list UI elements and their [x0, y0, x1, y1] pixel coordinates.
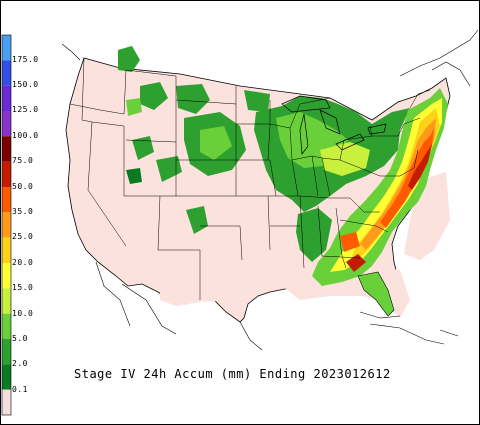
- boundary-line: [299, 195, 350, 199]
- legend-color-bin: [2, 60, 11, 86]
- lake-michigan: [299, 113, 309, 155]
- coastline: [399, 29, 479, 77]
- radar-coverage-atlantic: [404, 172, 450, 260]
- legend-color-bin: [2, 85, 11, 111]
- legend-label: 75.0: [12, 156, 34, 165]
- coastline: [439, 329, 459, 337]
- precip-area: [296, 208, 332, 262]
- precip-area: [186, 206, 208, 234]
- legend-color-bin: [2, 364, 11, 390]
- boundary-line: [125, 69, 177, 142]
- boundary-line: [317, 205, 323, 257]
- precip-area: [118, 46, 140, 72]
- boundary-line: [87, 121, 127, 247]
- boundary-line: [123, 69, 127, 115]
- boundary-line: [409, 89, 431, 109]
- legend-color-bin: [2, 35, 11, 61]
- legend-color-bin: [2, 136, 11, 162]
- precip-shading: [118, 46, 448, 286]
- precip-area: [408, 144, 432, 190]
- lake-erie: [335, 133, 365, 151]
- legend-label: 25.0: [12, 232, 34, 241]
- legend-color-bin: [2, 288, 11, 314]
- boundary-line: [269, 123, 299, 197]
- coastline: [359, 311, 401, 319]
- precip-area: [330, 98, 442, 272]
- boundary-line: [359, 167, 400, 177]
- legend-color-bin: [2, 339, 11, 365]
- map-caption: Stage IV 24h Accum (mm) Ending 202301261…: [74, 367, 391, 381]
- legend-color-bin: [2, 161, 11, 187]
- boundary-line: [175, 99, 237, 105]
- great-lakes: [281, 95, 387, 155]
- boundary-line: [349, 197, 380, 213]
- lake-ontario: [367, 123, 387, 135]
- precip-area: [340, 232, 360, 252]
- florida-peninsula: [357, 271, 395, 317]
- coastline: [369, 323, 445, 345]
- precip-area: [380, 128, 434, 228]
- lake-superior: [281, 95, 331, 113]
- lake-huron: [319, 109, 341, 135]
- coastline: [61, 43, 81, 61]
- coastline: [121, 283, 177, 335]
- boundary-line: [125, 139, 177, 143]
- boundary-line: [240, 159, 277, 197]
- coastline: [431, 61, 471, 87]
- boundary-line: [399, 149, 419, 177]
- boundary-line: [81, 57, 93, 123]
- boundary-line: [397, 117, 421, 137]
- legend-label: 100.0: [12, 131, 39, 140]
- precip-area: [176, 84, 210, 114]
- legend-color-bin: [2, 263, 11, 289]
- precip-area: [320, 142, 370, 176]
- boundary-line: [301, 231, 305, 269]
- boundary-line: [339, 219, 389, 233]
- legend-color-bin: [2, 212, 11, 238]
- legend-label: 175.0: [12, 55, 39, 64]
- coastline: [95, 261, 131, 327]
- boundary-line: [158, 249, 201, 300]
- boundary-line: [200, 225, 243, 261]
- boundary-line: [321, 255, 361, 259]
- boundary-line: [289, 97, 331, 129]
- legend-color-bin: [2, 111, 11, 137]
- legend-outline: [1, 34, 12, 416]
- legend-color-bin: [2, 313, 11, 339]
- boundary-line: [69, 103, 125, 115]
- legend-label: 15.0: [12, 283, 34, 292]
- boundary-line: [91, 121, 125, 196]
- precip-area: [244, 90, 270, 112]
- neighbor-coastlines: [61, 29, 479, 351]
- precip-area: [132, 136, 154, 160]
- legend-label: 0.1: [12, 385, 28, 394]
- legend-color-bin: [2, 237, 11, 263]
- precip-area: [346, 254, 366, 272]
- legend-label: 5.0: [12, 334, 28, 343]
- legend-label: 50.0: [12, 182, 34, 191]
- legend-label: 10.0: [12, 309, 34, 318]
- precip-area: [126, 98, 142, 116]
- legend-colorbar: [1, 34, 12, 416]
- boundary-line: [335, 207, 347, 269]
- legend-label: 150.0: [12, 80, 39, 89]
- precip-area: [126, 168, 142, 184]
- precip-area: [140, 82, 168, 110]
- state-boundaries: [69, 57, 431, 300]
- precip-area: [360, 118, 436, 250]
- legend-label: 125.0: [12, 105, 39, 114]
- legend-label: 35.0: [12, 207, 34, 216]
- legend-label: 20.0: [12, 258, 34, 267]
- precip-area: [156, 156, 182, 182]
- legend-color-bin: [2, 187, 11, 213]
- legend-color-bin: [2, 389, 11, 415]
- coastline: [239, 321, 263, 351]
- legend-label: 2.0: [12, 359, 28, 368]
- precip-area: [200, 126, 232, 160]
